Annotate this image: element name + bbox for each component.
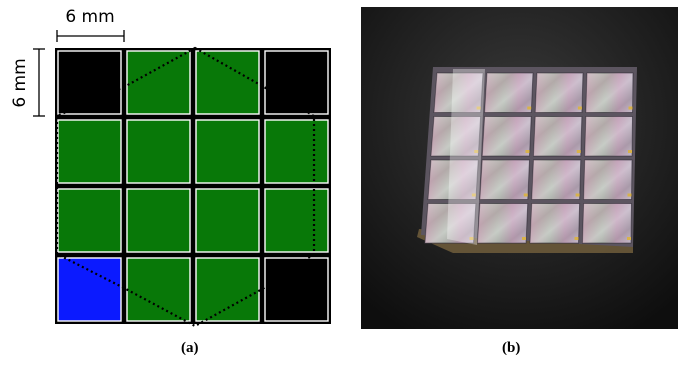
tile-black — [264, 257, 329, 322]
photo-tile-sheen — [482, 116, 532, 156]
tile-blue — [57, 257, 122, 322]
bond-pad — [576, 150, 581, 153]
photo-tile-sheen — [477, 203, 528, 243]
photo-tile-sheen — [582, 203, 632, 243]
tile-green — [264, 119, 329, 184]
tile-black — [264, 50, 329, 115]
tile-grid — [55, 48, 331, 324]
tile-green — [195, 188, 260, 253]
tile-green — [195, 50, 260, 115]
bond-pad — [469, 237, 474, 240]
photo-tile-sheen — [431, 116, 481, 156]
caption-b: (b) — [502, 340, 521, 356]
photo-tile-sheen — [584, 116, 633, 156]
bond-pad — [628, 106, 633, 110]
bond-pad — [627, 237, 631, 240]
tile-green — [126, 188, 191, 253]
photo-tile-sheen — [434, 73, 483, 113]
vertical-scale-bar: 6 mm — [10, 48, 45, 117]
tile-layout-diagram: 6 mm 6 mm — [10, 7, 331, 328]
photo-tile-sheen — [535, 73, 583, 113]
photo-tile-sheen — [585, 73, 633, 113]
horizontal-scale-bar: 6 mm — [56, 7, 125, 42]
bond-pad — [627, 193, 632, 197]
tile-green — [195, 119, 260, 184]
tile-black — [57, 50, 122, 115]
tile-green — [57, 119, 122, 184]
sensor-module-photo — [361, 7, 678, 329]
bond-pad — [476, 106, 481, 110]
scale-x-label: 6 mm — [65, 7, 114, 27]
tile-green — [126, 257, 191, 322]
bond-pad — [527, 106, 532, 110]
photo-tile-sheen — [533, 116, 582, 156]
tile-green — [126, 50, 191, 115]
bond-pad — [628, 150, 632, 153]
photo-tile-sheen — [479, 160, 530, 200]
bond-pad — [523, 193, 528, 197]
photo-tile-sheen — [425, 203, 476, 243]
tile-green — [195, 257, 260, 322]
photo-tile-sheen — [583, 160, 632, 200]
bond-pad — [525, 150, 530, 153]
bond-pad — [474, 150, 479, 153]
photo-tile-sheen — [530, 203, 580, 243]
tile-green — [57, 188, 122, 253]
photo-tile-sheen — [484, 73, 533, 113]
scale-y-label: 6 mm — [10, 58, 30, 107]
photo-tile-sheen — [531, 160, 581, 200]
bond-pad — [577, 106, 582, 110]
bond-pad — [575, 193, 580, 197]
bond-pad — [471, 193, 476, 197]
tile-green — [264, 188, 329, 253]
caption-a: (a) — [181, 340, 199, 356]
tile-green — [126, 119, 191, 184]
bond-pad — [522, 237, 526, 240]
photo-tile-sheen — [428, 160, 479, 200]
sensor-tile-array — [424, 72, 634, 244]
bond-pad — [574, 237, 579, 240]
